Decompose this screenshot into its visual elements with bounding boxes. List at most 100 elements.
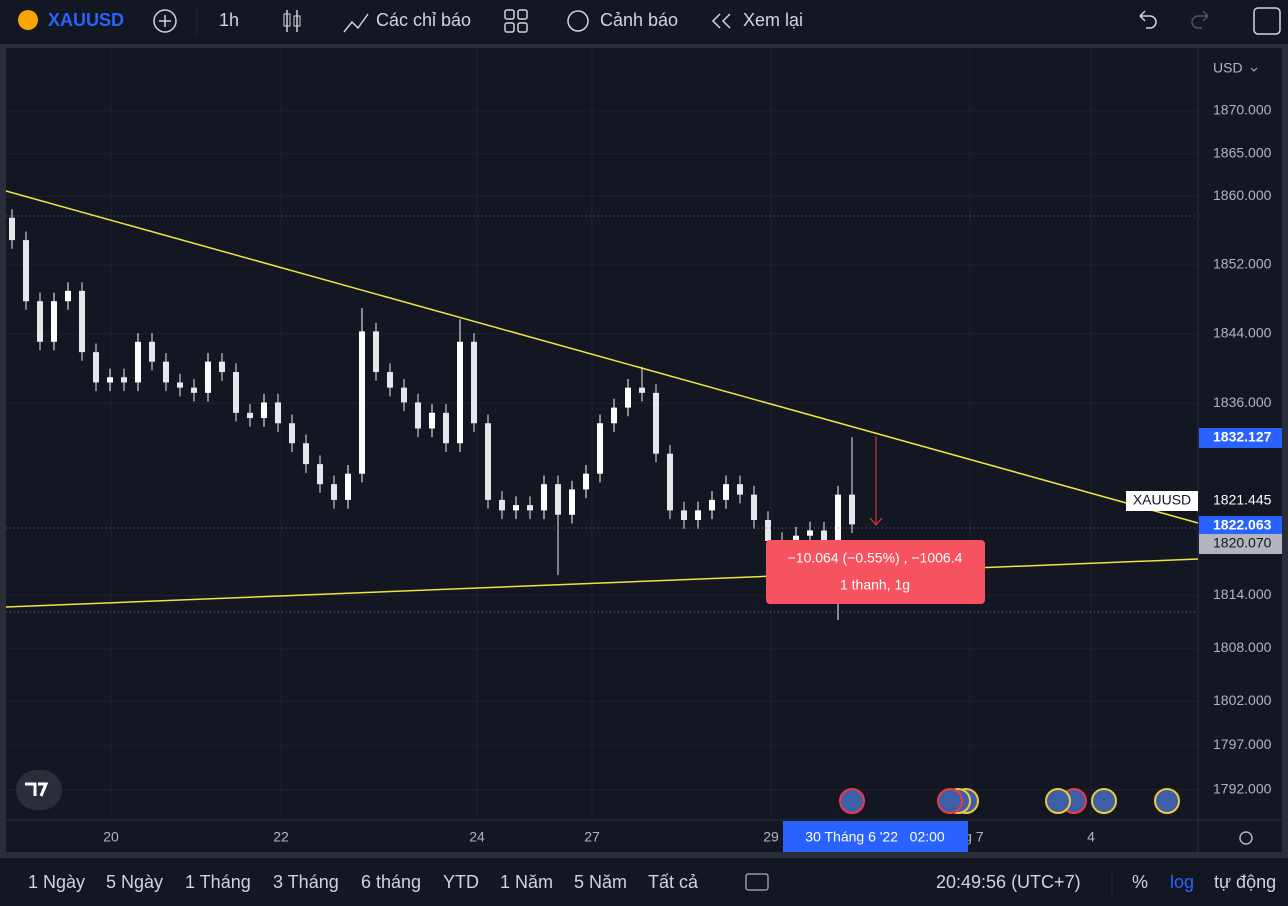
candle-body (835, 494, 841, 541)
y-tick-label: 1792.000 (1213, 780, 1272, 796)
candle-body (219, 361, 225, 373)
log-toggle[interactable]: log (1170, 872, 1194, 892)
candle-body (331, 484, 337, 500)
candle-body (261, 402, 267, 419)
candle-body (401, 387, 407, 403)
candle-body (247, 412, 253, 419)
candle-body (107, 377, 113, 383)
candle-body (387, 372, 393, 388)
candle-body (667, 453, 673, 511)
replay[interactable]: Xem lại (743, 10, 803, 30)
undo-button[interactable] (1139, 10, 1157, 29)
x-tick-label: 20 (103, 829, 119, 845)
price-label: 1821.445 (1213, 492, 1272, 508)
logo[interactable] (16, 770, 62, 810)
chart-type-icon (293, 15, 301, 27)
candle-body (555, 484, 561, 515)
candle-body (513, 505, 519, 511)
interval[interactable]: 1h (219, 10, 239, 30)
time-axis: 20 22 24 27 29 ng 7 430 Tháng 6 '22 02:00 (103, 821, 1095, 852)
candle-body (135, 341, 141, 383)
candle-body (9, 217, 15, 241)
measure-change: −10.064 (−0.55%) , −1006.4 (788, 550, 963, 566)
candle-body (583, 473, 589, 490)
candle-body (121, 377, 127, 383)
percent-toggle[interactable]: % (1132, 872, 1148, 892)
logo-mark (25, 782, 49, 797)
candle-body (611, 407, 617, 424)
price-label: 1822.063 (1213, 517, 1272, 533)
range-button[interactable]: 5 Ngày (106, 872, 163, 892)
measure-bars: 1 thanh, 1g (840, 577, 910, 593)
chart-panel (6, 48, 1282, 852)
candle-body (709, 499, 715, 511)
candle-body (149, 341, 155, 362)
price-label-bg (1199, 516, 1282, 536)
alert-icon (567, 10, 589, 32)
candle-body (625, 387, 631, 408)
y-tick-label: 1844.000 (1213, 325, 1272, 341)
y-tick-label: 1814.000 (1213, 586, 1272, 602)
indicators[interactable]: Các chỉ báo (376, 10, 471, 30)
price-label: 1820.070 (1213, 535, 1272, 551)
templates-icon[interactable] (504, 9, 528, 33)
currency[interactable]: USD (1213, 60, 1243, 76)
x-tick-label: 27 (584, 829, 600, 845)
trend-line[interactable] (5, 190, 1199, 524)
range-buttons: 1 Ngày 5 Ngày 1 Tháng 3 Tháng 6 tháng YTD 1 Nă… (28, 872, 699, 892)
candle-body (191, 387, 197, 393)
candle-body (79, 290, 85, 353)
candle-body (807, 530, 813, 536)
candle-body (597, 423, 603, 474)
y-tick-label: 1852.000 (1213, 256, 1272, 272)
settings-button[interactable] (1239, 831, 1253, 845)
range-button[interactable]: 3 Tháng (273, 872, 339, 892)
layout-button[interactable] (1253, 7, 1281, 35)
candle-body (443, 412, 449, 444)
x-tick-label: 29 (763, 829, 779, 845)
candle-body (821, 530, 827, 541)
candle-body (527, 505, 533, 511)
grid (6, 48, 1198, 820)
trend-line[interactable] (5, 558, 1199, 608)
range-button[interactable]: 1 Ngày (28, 872, 85, 892)
candle-body (93, 352, 99, 383)
y-tick-label: 1836.000 (1213, 394, 1272, 410)
bottom-bar (0, 858, 1288, 906)
range-button[interactable]: 5 Năm (574, 872, 627, 892)
alerts[interactable]: Cảnh báo (600, 10, 678, 30)
y-tick-label: 1865.000 (1213, 144, 1272, 160)
candle-body (345, 473, 351, 500)
candle-body (317, 464, 323, 485)
x-tick-label: 4 (1087, 829, 1095, 845)
candle-body (51, 301, 57, 342)
y-tick-label: 1870.000 (1213, 102, 1272, 118)
candle-body (373, 331, 379, 373)
range-button[interactable]: Tất cả (648, 872, 699, 892)
events[interactable] (839, 788, 1180, 814)
compare-button[interactable] (153, 9, 177, 33)
range-button[interactable]: 1 Tháng (185, 872, 251, 892)
range-button[interactable]: 6 tháng (361, 872, 421, 892)
date-range-icon[interactable] (745, 873, 769, 891)
crosshair-label-bg (783, 821, 968, 852)
candle-body (429, 412, 435, 429)
range-button[interactable]: 1 Năm (500, 872, 553, 892)
auto-toggle[interactable]: tự động (1214, 872, 1276, 892)
symbol[interactable]: XAUUSD (48, 10, 124, 30)
candle-body (23, 240, 29, 302)
price-label-bg (1199, 428, 1282, 448)
range-button[interactable]: YTD (443, 872, 479, 892)
candle-body (37, 301, 43, 342)
candle-body (723, 484, 729, 500)
indicators-icon (343, 13, 369, 33)
y-tick-label: 1860.000 (1213, 187, 1272, 203)
measure-arrow-head (869, 517, 883, 526)
symbol-label: XAUUSD (1133, 492, 1191, 508)
replay-icon (711, 13, 731, 29)
clock[interactable]: 20:49:56 (UTC+7) (936, 872, 1081, 892)
candle-body (499, 499, 505, 511)
redo-button[interactable] (1191, 10, 1209, 29)
